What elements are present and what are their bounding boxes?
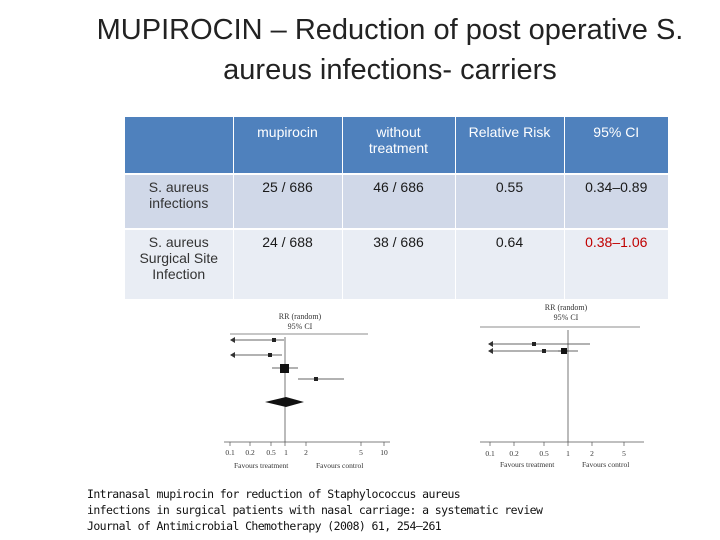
forest-right-favours-treatment: Favours treatment <box>500 460 555 469</box>
cell-without: 46 / 686 <box>342 173 456 229</box>
row-label: S. aureus Surgical Site Infection <box>125 228 234 299</box>
results-table: mupirocin without treatment Relative Ris… <box>125 117 668 299</box>
forest-left-tick-label: 1 <box>284 448 288 457</box>
forest-right-tick-label: 1 <box>566 449 570 458</box>
cell-ci: 0.34–0.89 <box>564 173 668 229</box>
cell-relative-risk: 0.55 <box>455 173 565 229</box>
forest-right-favours-control: Favours control <box>582 460 629 469</box>
forest-right-tick-label: 0.2 <box>509 449 519 458</box>
table-row: S. aureus Surgical Site Infection 24 / 6… <box>125 228 668 299</box>
header-without-treatment: without treatment <box>342 117 456 174</box>
forest-right-tick-label: 5 <box>622 449 626 458</box>
forest-right-point-3 <box>561 348 567 354</box>
header-relative-risk: Relative Risk <box>455 117 565 174</box>
forest-right-point-2 <box>542 349 546 353</box>
table-header-row: mupirocin without treatment Relative Ris… <box>125 117 668 174</box>
forest-left-favours-treatment: Favours treatment <box>234 461 289 470</box>
forest-plot-right: RR (random) 95% CI 0.1 0.2 0.5 1 2 5 Fav… <box>480 303 644 469</box>
forest-right-tick-label: 0.5 <box>539 449 549 458</box>
forest-right-header-1: RR (random) <box>545 303 588 312</box>
forest-plot-left: RR (random) 95% CI 0.1 0.2 0.5 1 2 5 10 … <box>224 312 390 470</box>
forest-left-point-3 <box>280 364 289 373</box>
slide-title: MUPIROCIN – Reduction of post operative … <box>60 10 720 90</box>
cell-relative-risk: 0.64 <box>455 228 565 299</box>
cell-mupirocin: 25 / 686 <box>233 173 343 229</box>
forest-right-header-2: 95% CI <box>554 313 579 322</box>
cell-ci: 0.38–1.06 <box>564 228 668 299</box>
title-line-1: MUPIROCIN – Reduction of post operative … <box>96 14 684 46</box>
cell-without: 38 / 686 <box>342 228 456 299</box>
forest-right-point-1 <box>532 342 536 346</box>
citation-line-3: Journal of Antimicrobial Chemotherapy (2… <box>87 519 442 533</box>
ci-lower: 0.38– <box>585 234 621 250</box>
forest-left-favours-control: Favours control <box>316 461 363 470</box>
forest-right-arrow-1 <box>488 341 493 347</box>
forest-left-header-1: RR (random) <box>279 312 322 321</box>
header-mupirocin: mupirocin <box>233 117 343 174</box>
forest-left-arrow-2 <box>230 352 235 358</box>
row-label: S. aureus infections <box>125 173 234 229</box>
header-empty <box>125 117 234 174</box>
forest-left-point-4 <box>314 377 318 381</box>
header-95-ci: 95% CI <box>564 117 668 174</box>
forest-left-arrow-1 <box>230 337 235 343</box>
forest-left-tick-label: 5 <box>359 448 363 457</box>
citation-line-1: Intranasal mupirocin for reduction of St… <box>87 487 461 501</box>
citation-line-2: infections in surgical patients with nas… <box>87 503 543 517</box>
forest-left-tick-label: 2 <box>304 448 308 457</box>
forest-left-tick-label: 10 <box>380 448 388 457</box>
forest-left-tick-label: 0.1 <box>225 448 235 457</box>
cell-mupirocin: 24 / 688 <box>233 228 343 299</box>
forest-right-arrow-2 <box>488 348 493 354</box>
table-row: S. aureus infections 25 / 686 46 / 686 0… <box>125 173 668 229</box>
forest-left-point-2 <box>268 353 272 357</box>
forest-left-point-1 <box>272 338 276 342</box>
forest-left-ticks <box>229 442 385 446</box>
forest-right-tick-label: 2 <box>590 449 594 458</box>
forest-left-header-2: 95% CI <box>288 322 313 331</box>
forest-left-tick-label: 0.5 <box>266 448 276 457</box>
title-line-2: aureus infections- carriers <box>223 54 557 86</box>
forest-right-ticks <box>489 442 625 446</box>
citation: Intranasal mupirocin for reduction of St… <box>87 486 543 534</box>
forest-left-tick-label: 0.2 <box>245 448 255 457</box>
forest-right-tick-label: 0.1 <box>485 449 495 458</box>
forest-left-pooled-diamond <box>265 397 304 407</box>
ci-upper: 1.06 <box>620 234 648 250</box>
